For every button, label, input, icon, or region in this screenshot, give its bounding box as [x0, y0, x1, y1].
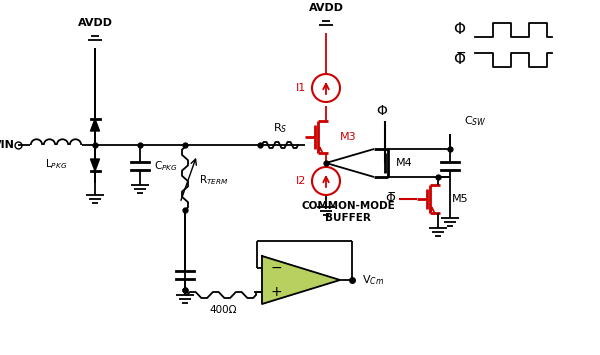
Text: L$_{PKG}$: L$_{PKG}$ — [45, 157, 67, 171]
Polygon shape — [91, 159, 100, 171]
Text: R$_{S}$: R$_{S}$ — [273, 121, 287, 135]
Polygon shape — [262, 256, 340, 304]
Circle shape — [312, 167, 340, 195]
Text: AVDD: AVDD — [308, 3, 343, 13]
Text: COMMON-MODE
BUFFER: COMMON-MODE BUFFER — [301, 201, 395, 223]
Text: C$_{SW}$: C$_{SW}$ — [464, 114, 487, 128]
Text: Φ̅: Φ̅ — [453, 53, 465, 67]
Text: V$_{Cm}$: V$_{Cm}$ — [362, 273, 384, 287]
Text: M3: M3 — [340, 132, 356, 142]
Text: VIN: VIN — [0, 140, 15, 150]
Polygon shape — [91, 119, 100, 131]
Text: I2: I2 — [296, 176, 306, 186]
Text: +: + — [270, 285, 282, 299]
Text: I1: I1 — [296, 83, 306, 93]
Text: 400Ω: 400Ω — [210, 305, 237, 315]
Text: AVDD: AVDD — [77, 18, 113, 28]
Text: M5: M5 — [452, 194, 469, 204]
Text: −: − — [270, 261, 282, 275]
Text: R$_{TERM}$: R$_{TERM}$ — [199, 173, 229, 187]
Text: Φ: Φ — [453, 22, 465, 38]
Text: Φ̅: Φ̅ — [385, 192, 395, 206]
Circle shape — [312, 74, 340, 102]
Text: Φ: Φ — [377, 104, 388, 118]
Text: C$_{PKG}$: C$_{PKG}$ — [154, 159, 178, 173]
Text: M4: M4 — [396, 158, 413, 168]
